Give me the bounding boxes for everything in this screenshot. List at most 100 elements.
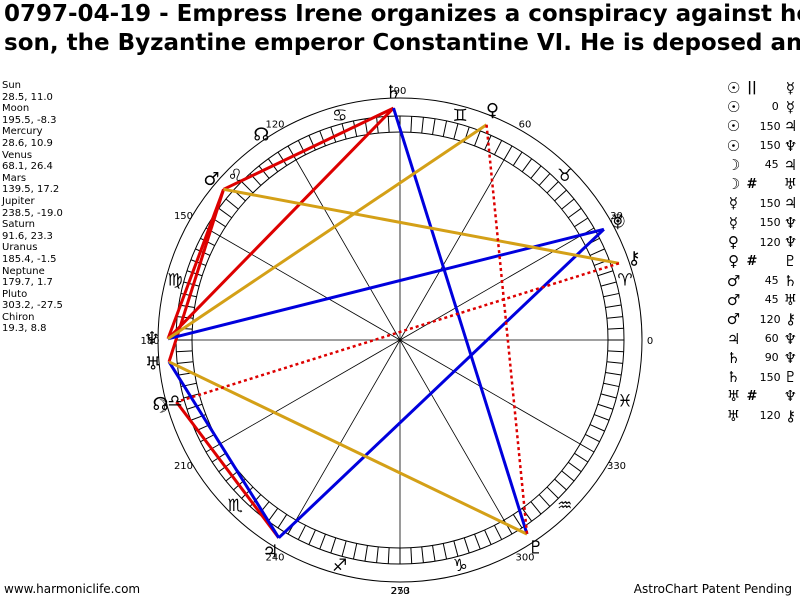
aspect-row: ☿ 150 ♆ (724, 213, 800, 232)
planet-coords: 179.7, 1.7 (2, 277, 53, 289)
aspect-row: ♀ 120 ♆ (724, 232, 800, 251)
degree-tick (474, 130, 481, 146)
planet-icon: ♆ (783, 329, 798, 348)
planet-glyph-icon: ♃ (262, 541, 278, 562)
planet-coords: 28.6, 10.9 (2, 137, 53, 149)
aspect-row: ♃ 60 ♆ (724, 329, 800, 348)
aspect-degree: 90 (764, 351, 779, 365)
degree-tick (297, 525, 307, 540)
degree-tick (319, 534, 326, 550)
planet-icon: ⚷ (785, 406, 797, 425)
degree-tick (241, 181, 254, 194)
degree-tick (241, 486, 254, 499)
degree-tick (606, 361, 623, 364)
degree-tick (554, 478, 567, 491)
planet-coords: 68.1, 26.4 (2, 161, 53, 173)
degree-tick (605, 372, 622, 376)
aspect-line (277, 228, 605, 539)
title-line-2: son, the Byzantine emperor Constantine V… (4, 30, 800, 56)
degree-tick (538, 494, 551, 507)
planet-icon: ♂ (726, 310, 741, 329)
aspect-degree: 0 (771, 100, 779, 114)
planet-coords: 139.5, 17.2 (2, 184, 60, 196)
aspect-row: ♀ # ♇ (724, 252, 800, 271)
degree-tick (546, 486, 559, 499)
planet-icon: ☽ (726, 155, 741, 174)
aspect-symbol: # (746, 253, 758, 269)
planet-glyph-icon: ☉ (610, 212, 626, 233)
degree-label: 240 (265, 553, 284, 564)
aspect-degree: 120 (759, 312, 781, 326)
degree-tick (484, 135, 492, 151)
planet-glyph-icon: ♄ (385, 82, 401, 103)
degree-tick (186, 403, 203, 410)
degree-tick (512, 514, 523, 529)
degree-tick (561, 198, 575, 210)
zodiac-sign-icon: ♋ (332, 106, 347, 126)
planet-icon: ♇ (783, 368, 798, 387)
planet-icon: ♃ (783, 117, 798, 136)
aspect-row: ♅ 120 ⚷ (724, 406, 800, 425)
planet-position-list: Sun 28.5, 11.0 Moon 195.5, -8.3 Mercury … (2, 80, 63, 335)
degree-tick (600, 281, 617, 287)
degree-tick (589, 424, 605, 432)
degree-tick (352, 120, 358, 137)
degree-tick (177, 316, 194, 319)
degree-tick (176, 350, 193, 353)
chart-title: 0797-04-19 - Empress Irene organizes a c… (4, 0, 800, 58)
planet-glyph-icon: ♆ (144, 329, 160, 350)
degree-tick (277, 514, 288, 529)
degree-tick (579, 443, 595, 453)
planet-glyph-icon: ☿ (612, 211, 623, 232)
degree-tick (387, 547, 390, 564)
aspect-degree: 150 (759, 139, 781, 153)
aspect-row: ☽ 45 ♃ (724, 155, 800, 174)
degree-tick (554, 189, 567, 202)
aspect-line (168, 360, 528, 536)
title-line-1: 0797-04-19 - Empress Irene organizes a c… (4, 1, 800, 27)
planet-coords: 28.5, 11.0 (2, 91, 53, 103)
planet-icon: ♅ (783, 290, 798, 309)
zodiac-sign-icon: ♈ (617, 271, 632, 291)
degree-tick (597, 270, 614, 277)
aspect-degree: 150 (759, 196, 781, 210)
planet-glyphs: ☉ ☽ ☿ ♀ ♂ ♃ ♄ ♅ ♆ ♇ ⚷ ☊ ☊ (144, 82, 641, 562)
degree-tick (200, 433, 215, 443)
zodiac-sign-icon: ♑ (453, 556, 468, 576)
aspect-symbol: || (747, 80, 757, 96)
aspect-degree: 150 (759, 119, 781, 133)
degree-tick (177, 361, 194, 364)
planet-glyph-icon: ⚷ (627, 248, 640, 269)
aspect-line (222, 106, 395, 191)
degree-tick (432, 118, 436, 135)
planet-glyph-icon: ♀ (486, 100, 499, 121)
degree-tick (512, 151, 523, 166)
degree-tick (410, 547, 413, 564)
aspect-row: ♅ # ♆ (724, 387, 800, 406)
planet-icon: ♆ (783, 136, 798, 155)
degree-tick (484, 529, 492, 545)
degree-tick (341, 540, 347, 557)
planet-icon: ♆ (783, 348, 798, 367)
planet-icon: ☿ (728, 213, 738, 232)
degree-tick (567, 461, 582, 473)
planet-glyph-icon: ☊ (152, 394, 168, 415)
planet-icon: ♄ (783, 271, 798, 290)
planet-icon: ♃ (783, 155, 798, 174)
planet-name: Pluto (2, 288, 28, 300)
footer-website[interactable]: www.harmoniclife.com (4, 582, 141, 596)
degree-ticks (176, 116, 624, 564)
planet-name: Uranus (2, 242, 38, 254)
degree-label: 30 (610, 211, 623, 222)
planet-icon: ♇ (783, 252, 798, 271)
planet-icon: ♆ (783, 233, 798, 252)
planet-icon: ☉ (726, 136, 741, 155)
planet-icon: ♅ (783, 175, 798, 194)
zodiac-sign-icon: ♏ (228, 496, 243, 516)
degree-tick (352, 543, 358, 560)
axis-marker-label: 253 (391, 586, 410, 597)
planet-icon: ♆ (783, 213, 798, 232)
aspect-row: ♂ 45 ♄ (724, 271, 800, 290)
planet-name: Neptune (2, 265, 45, 277)
degree-tick (319, 130, 326, 146)
